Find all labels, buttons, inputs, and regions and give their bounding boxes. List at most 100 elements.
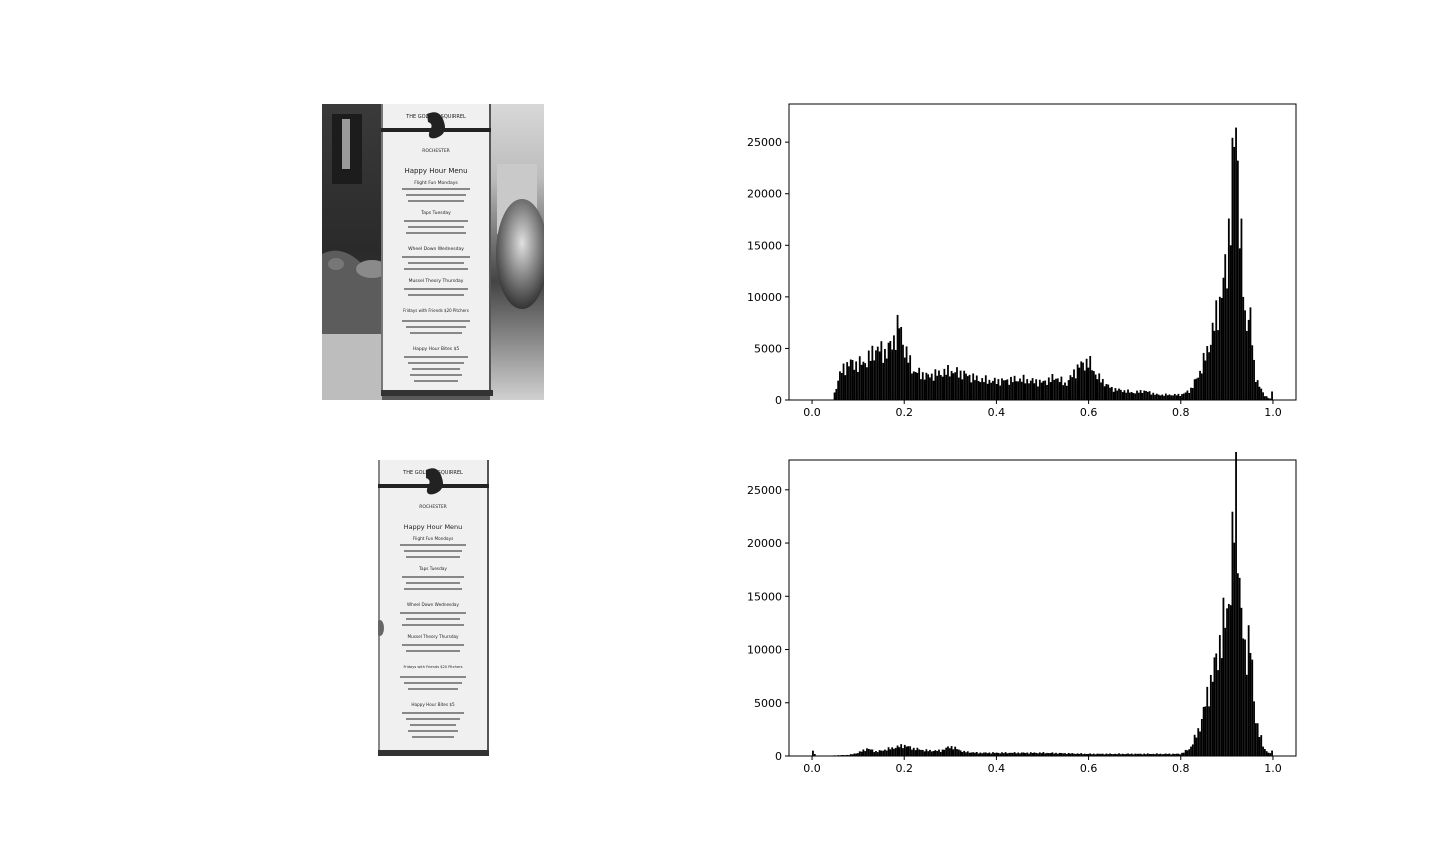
histogram-bar — [1033, 752, 1036, 756]
histogram-bar — [1236, 573, 1239, 756]
histogram-bar — [1177, 753, 1180, 756]
histogram-bar — [884, 749, 886, 756]
histogram-bar — [1017, 752, 1020, 756]
histogram-bar — [975, 375, 978, 400]
histogram-bar — [1170, 395, 1173, 400]
histogram-bar — [1157, 394, 1160, 400]
histogram-bar — [1175, 395, 1178, 400]
histogram-bar — [1038, 379, 1041, 400]
histogram-bar — [1076, 753, 1079, 756]
histogram-bar — [1055, 378, 1057, 400]
histogram-bar — [1134, 753, 1137, 756]
menu-line: Flight Fun Mondays — [414, 180, 458, 186]
histogram-bar — [1260, 388, 1263, 400]
histogram-bar — [1195, 378, 1198, 400]
histogram-bar — [1069, 375, 1072, 400]
histogram-bar — [974, 380, 976, 400]
histogram-bar — [1103, 754, 1106, 756]
histogram-bar — [1258, 737, 1261, 756]
histogram-bar — [1263, 748, 1266, 756]
histogram-bar — [1152, 392, 1155, 400]
histogram-bar — [954, 746, 957, 756]
histogram-bar — [858, 356, 861, 400]
histogram-bar — [878, 750, 881, 756]
y-tick-label: 15000 — [747, 590, 782, 603]
histogram-bar — [1137, 392, 1140, 400]
histogram-bar — [1154, 394, 1156, 400]
histogram-bar — [1112, 754, 1115, 756]
histogram-bar — [860, 751, 863, 756]
histogram-bar — [1042, 752, 1045, 756]
histogram-bar — [853, 369, 856, 400]
histogram-bar — [1240, 607, 1243, 756]
histogram-bar — [1092, 371, 1095, 400]
histogram-bar — [849, 359, 852, 400]
menu-line: Happy Hour Bites $5 — [411, 702, 455, 707]
histogram-bar — [1035, 379, 1038, 400]
histogram-bar — [873, 752, 876, 756]
histogram-bar — [1047, 753, 1050, 756]
histogram-bar — [1029, 380, 1032, 400]
histogram-bar — [968, 374, 971, 400]
histogram-bar — [1233, 146, 1236, 400]
histogram-bar — [909, 355, 912, 400]
histogram-bar — [927, 751, 930, 756]
histogram-bar — [939, 375, 942, 400]
histogram-bar — [961, 751, 964, 756]
histogram-bar — [867, 350, 870, 400]
x-tick-label: 0.6 — [1080, 406, 1098, 419]
menu-line: Wheel Down Wednesday — [408, 246, 464, 252]
histogram-bar — [1123, 390, 1126, 400]
histogram-bar — [963, 750, 966, 756]
menu-logo-sub: ROCHESTER — [422, 148, 450, 154]
histogram-bar — [936, 751, 939, 756]
histogram-bar — [1186, 390, 1189, 400]
histogram-bar — [1006, 379, 1009, 400]
y-tick-label: 15000 — [747, 239, 782, 252]
histogram-bar — [918, 749, 921, 756]
histogram-bar — [889, 749, 892, 756]
histogram-bar — [1022, 752, 1025, 756]
histogram-bar — [986, 753, 989, 756]
histogram-bar — [929, 377, 931, 400]
menu-line: Fridays with Friends $20 Pitchers — [403, 665, 462, 669]
histogram-bar — [812, 750, 814, 756]
histogram-bar — [1028, 753, 1030, 756]
histogram-bar — [950, 370, 953, 400]
histogram-bar — [1168, 394, 1171, 400]
histogram-bar — [1015, 753, 1018, 756]
histogram-bar — [1010, 376, 1012, 400]
histogram-bar — [1125, 753, 1128, 756]
histogram-original: 0.0 0.2 0.4 0.6 0.8 1.0 0 5000 10000 15000 20000 25… — [730, 96, 1310, 426]
histogram-bar — [866, 748, 868, 756]
histogram-bar — [893, 335, 895, 400]
histogram-bar — [1143, 390, 1146, 400]
histogram-bar — [898, 747, 901, 756]
histogram-bar — [1262, 746, 1264, 756]
histogram-bar — [1211, 681, 1214, 756]
histogram-bar — [891, 349, 894, 400]
histogram-bar — [932, 380, 935, 400]
histogram-bar — [835, 388, 838, 400]
histogram-bar — [1188, 392, 1191, 400]
histogram-bar — [878, 351, 881, 400]
histogram-bar — [970, 752, 973, 756]
histogram-bar — [1155, 753, 1158, 756]
histogram-bar — [839, 371, 841, 400]
histogram-bar — [1202, 352, 1205, 400]
histogram-bar — [902, 748, 904, 756]
histogram-bar — [855, 753, 858, 756]
histogram-bar — [954, 372, 957, 400]
histogram-bar — [1173, 393, 1176, 400]
histogram-bar — [851, 360, 854, 400]
histogram-bar — [1004, 752, 1007, 756]
histogram-bar — [905, 346, 908, 400]
histogram-bar — [907, 362, 910, 400]
histogram-bar — [1190, 387, 1192, 400]
histogram-bar — [1182, 393, 1185, 400]
histogram-bar — [1060, 376, 1063, 400]
histogram-bar — [900, 326, 903, 400]
histogram-bar — [862, 749, 865, 756]
histogram-bar — [912, 371, 915, 400]
histogram-bar — [1098, 373, 1101, 400]
